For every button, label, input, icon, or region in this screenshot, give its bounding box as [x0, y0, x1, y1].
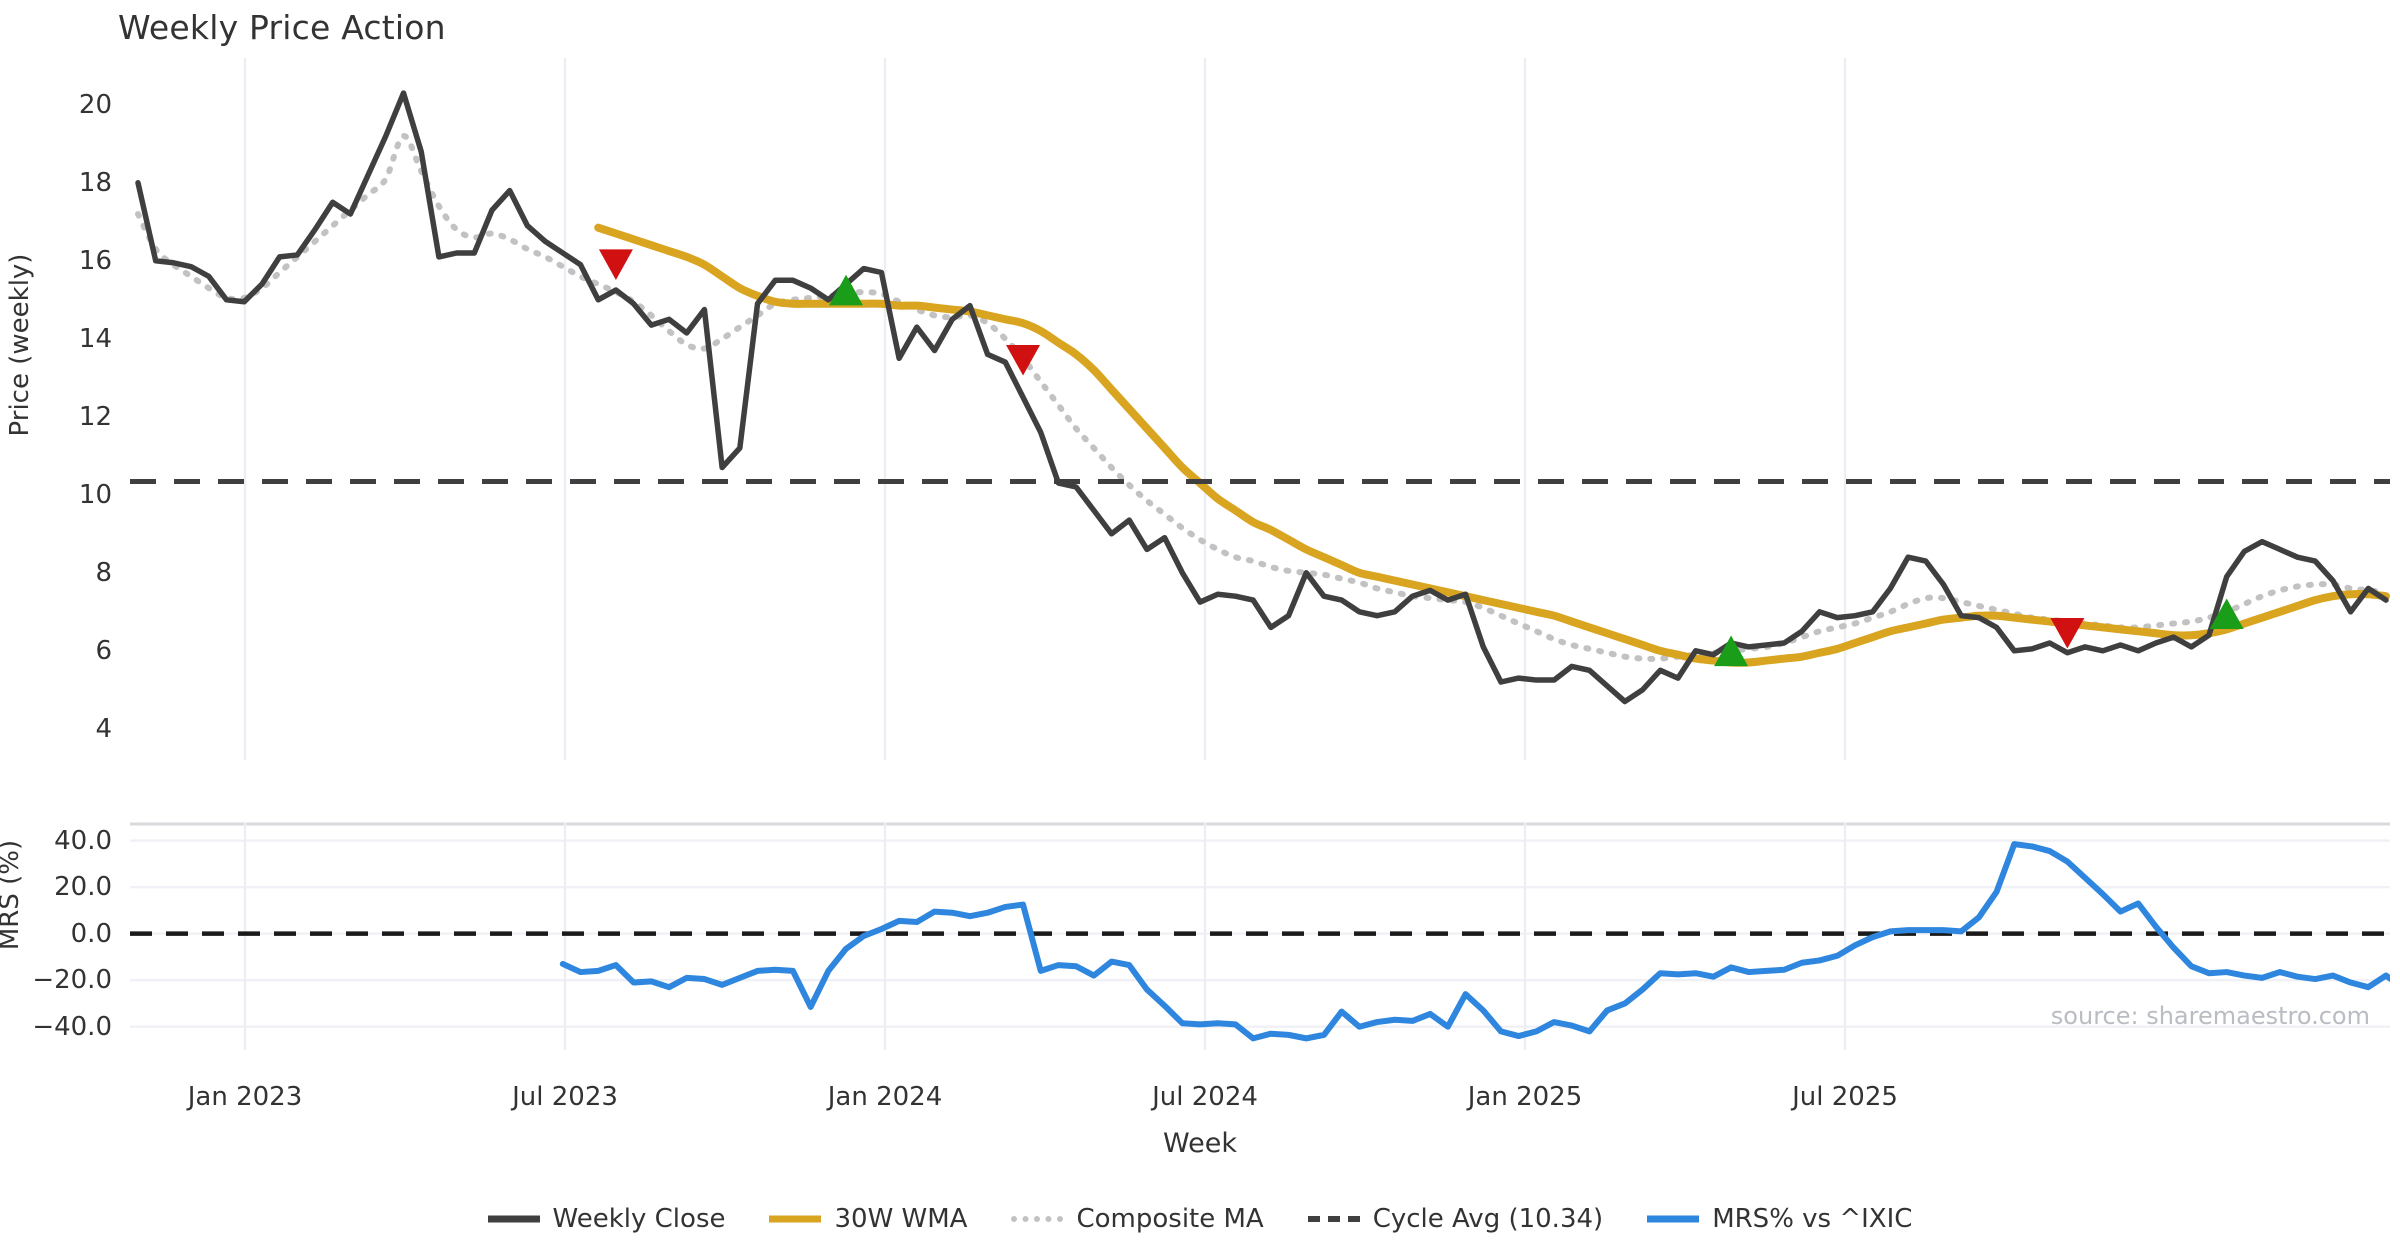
mrs-y-tick: −20.0	[32, 965, 112, 996]
legend-label: Composite MA	[1076, 1204, 1264, 1234]
mrs-axis-label: MRS (%)	[0, 839, 25, 951]
mrs-y-tick: −40.0	[32, 1011, 112, 1042]
x-axis-tick: Jan 2024	[827, 1082, 943, 1112]
price-y-tick: 12	[78, 401, 112, 432]
chart-legend: Weekly Close 30W WMA Composite MA Cycle Avg…	[0, 1204, 2400, 1234]
x-axis-tick: Jul 2025	[1792, 1082, 1898, 1112]
sell-signal-marker	[1006, 344, 1041, 376]
price-axis-label: Price (weekly)	[5, 253, 35, 437]
buy-signal-marker	[829, 274, 864, 306]
legend-label: Weekly Close	[552, 1204, 726, 1234]
legend-swatch-solid-icon	[769, 1209, 822, 1229]
x-axis-tick: Jan 2023	[187, 1082, 303, 1112]
mrs-plot-svg	[130, 822, 2390, 1050]
price-y-tick: 16	[78, 245, 112, 276]
legend-item[interactable]: Composite MA	[1011, 1204, 1264, 1234]
legend-item[interactable]: MRS% vs ^IXIC	[1647, 1204, 1912, 1234]
composite-ma-line	[135, 133, 2389, 662]
weekly-close-line	[135, 90, 2389, 705]
legend-swatch-solid-icon	[487, 1209, 540, 1229]
mrs-y-tick: 20.0	[54, 872, 112, 903]
legend-label: 30W WMA	[834, 1204, 968, 1234]
price-plot-area	[130, 58, 2390, 760]
mrs-chart-panel	[130, 822, 2390, 1050]
price-y-tick: 8	[95, 557, 112, 588]
sell-signal-marker	[2050, 617, 2085, 649]
x-axis-tick: Jan 2025	[1467, 1082, 1583, 1112]
legend-swatch-dashed-icon	[1307, 1209, 1360, 1229]
mrs-line	[559, 841, 2390, 1042]
price-y-tick: 4	[95, 713, 112, 744]
x-axis-tick: Jul 2024	[1152, 1082, 1258, 1112]
price-y-tick: 6	[95, 635, 112, 666]
legend-swatch-solid-icon	[1647, 1209, 1700, 1229]
price-y-tick: 18	[78, 167, 112, 198]
page-title: Weekly Price Action	[118, 8, 446, 47]
price-y-tick: 14	[78, 323, 112, 354]
mrs-plot-area	[130, 822, 2390, 1050]
price-y-tick: 10	[78, 479, 112, 510]
x-axis-label: Week	[1163, 1128, 1237, 1159]
wma-line	[594, 223, 2390, 667]
x-axis-tick: Jul 2023	[512, 1082, 618, 1112]
legend-label: MRS% vs ^IXIC	[1712, 1204, 1913, 1234]
buy-signal-marker	[2209, 598, 2244, 630]
mrs-y-tick: 0.0	[70, 918, 112, 949]
price-plot-svg	[130, 58, 2390, 760]
sell-signal-marker	[598, 249, 633, 280]
price-chart-panel	[130, 58, 2390, 760]
price-y-tick: 20	[78, 89, 112, 120]
legend-label: Cycle Avg (10.34)	[1372, 1204, 1604, 1234]
mrs-y-tick: 40.0	[54, 825, 112, 856]
legend-swatch-dotted-icon	[1011, 1209, 1064, 1229]
legend-item[interactable]: Cycle Avg (10.34)	[1307, 1204, 1604, 1234]
legend-item[interactable]: Weekly Close	[487, 1204, 726, 1234]
buy-signal-marker	[1714, 635, 1749, 667]
legend-item[interactable]: 30W WMA	[769, 1204, 967, 1234]
source-watermark: source: sharemaestro.com	[2050, 1002, 2370, 1030]
